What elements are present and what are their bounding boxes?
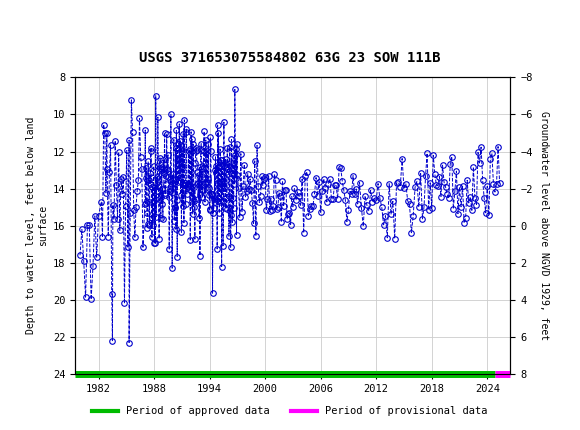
Y-axis label: Depth to water level, feet below land
surface: Depth to water level, feet below land su… (26, 117, 48, 335)
Text: USGS 371653075584802 63G 23 SOW 111B: USGS 371653075584802 63G 23 SOW 111B (139, 51, 441, 65)
Y-axis label: Groundwater level above NGVD 1929, feet: Groundwater level above NGVD 1929, feet (539, 111, 549, 340)
Text: ⊠USGS: ⊠USGS (9, 10, 68, 25)
Legend: Period of approved data, Period of provisional data: Period of approved data, Period of provi… (88, 402, 492, 421)
